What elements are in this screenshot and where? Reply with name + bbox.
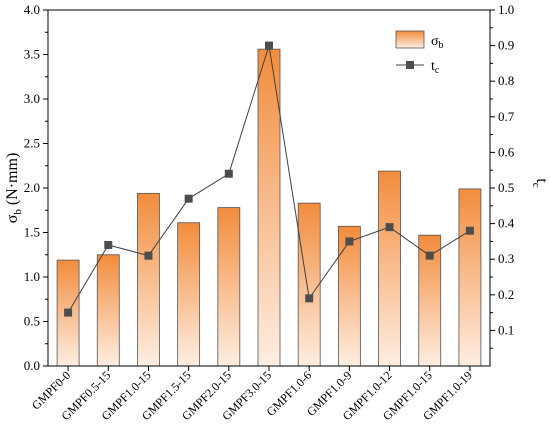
left-tick-label: 3.5 <box>24 47 40 62</box>
right-tick-label: 0.5 <box>498 180 514 195</box>
x-axis: GMPF0-0GMPF0.5-15GMPF1.0-15GMPF1.5-15GMP… <box>29 366 475 423</box>
left-tick-label: 2.0 <box>24 180 40 195</box>
right-axis-title-symbol: t <box>533 178 550 183</box>
point <box>265 41 273 50</box>
right-tick-label: 0.2 <box>498 287 514 302</box>
point <box>224 169 233 178</box>
left-axis-title-symbol: σ <box>4 214 21 223</box>
bar-series <box>56 48 482 367</box>
left-tick-label: 1.0 <box>24 269 40 284</box>
right-tick-label: 0.8 <box>498 73 514 88</box>
right-axis-title: tc <box>530 178 550 187</box>
right-tick-label: 0.7 <box>498 109 515 124</box>
point <box>305 294 314 303</box>
bar <box>96 254 120 367</box>
right-tick-label: 0.4 <box>498 216 515 231</box>
right-tick-label: 0.6 <box>498 144 515 159</box>
point <box>184 194 193 203</box>
left-axis-title-unit: (N·mm) <box>4 153 21 209</box>
point <box>425 251 434 260</box>
left-tick-label: 4.0 <box>24 2 40 17</box>
legend: σb tc <box>395 30 444 76</box>
legend-line-marker <box>406 61 414 69</box>
left-tick-label: 0.5 <box>24 314 40 329</box>
point <box>345 237 354 246</box>
legend-line-label: tc <box>431 59 440 76</box>
right-tick-label: 0.9 <box>498 38 514 53</box>
left-tick-label: 3.0 <box>24 91 40 106</box>
left-tick-label: 0.0 <box>24 358 40 373</box>
right-axis-title-subscript: c <box>530 183 542 188</box>
point <box>465 226 474 235</box>
bar <box>217 207 241 367</box>
left-tick-label: 2.5 <box>24 136 40 151</box>
bar <box>337 225 361 367</box>
bar <box>378 170 401 367</box>
right-tick-label: 0.3 <box>498 251 514 266</box>
right-tick-label: 0.1 <box>498 322 514 337</box>
point <box>385 223 394 232</box>
right-axis: 0.1 0.2 0.3 0.4 0.5 0.6 0.7 0.8 0.9 1.0 <box>490 2 515 349</box>
legend-bar-swatch <box>395 30 425 49</box>
left-axis: 0.0 0.5 1.0 1.5 2.0 2.5 3.0 3.5 4.0 <box>24 2 48 373</box>
legend-bar-label: σb <box>431 34 444 51</box>
point <box>144 251 153 260</box>
bar <box>177 222 201 367</box>
point <box>104 240 113 249</box>
right-tick-label: 1.0 <box>498 2 514 17</box>
bar <box>297 202 321 367</box>
left-axis-title: σb (N·mm) <box>4 153 24 224</box>
left-axis-title-subscript: b <box>12 209 24 215</box>
bar <box>137 192 160 367</box>
bar <box>458 188 482 367</box>
left-tick-label: 1.5 <box>24 225 40 240</box>
point <box>64 308 73 317</box>
line-series <box>64 41 474 317</box>
